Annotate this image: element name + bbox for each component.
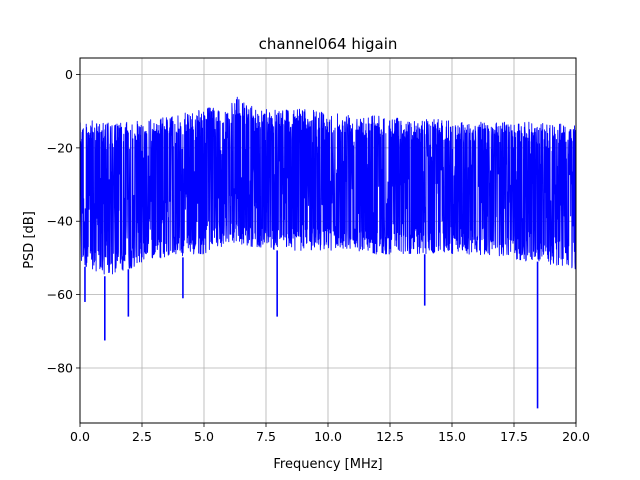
x-tick-label: 0.0 <box>70 429 90 444</box>
x-tick-label: 17.5 <box>500 429 528 444</box>
y-tick-label: −40 <box>47 214 73 229</box>
y-tick-label: −80 <box>47 360 73 375</box>
y-tick-label: 0 <box>65 67 73 82</box>
y-tick-label: −60 <box>47 287 73 302</box>
data-layer <box>79 96 577 409</box>
chart-title: channel064 higain <box>259 35 398 53</box>
y-axis-label: PSD [dB] <box>22 211 37 269</box>
y-tick-label: −20 <box>47 140 73 155</box>
y-axis: 0 −20 −40 −60 −80 <box>47 67 80 375</box>
x-tick-label: 7.5 <box>256 429 276 444</box>
x-axis-label: Frequency [MHz] <box>273 457 382 472</box>
x-tick-label: 10.0 <box>314 429 342 444</box>
x-tick-label: 5.0 <box>194 429 214 444</box>
x-tick-label: 15.0 <box>438 429 466 444</box>
x-tick-label: 20.0 <box>562 429 590 444</box>
x-axis: 0.0 2.5 5.0 7.5 10.0 12.5 15.0 17.5 20.0 <box>70 423 590 444</box>
psd-series-line <box>79 96 577 275</box>
x-tick-label: 2.5 <box>132 429 152 444</box>
x-tick-label: 12.5 <box>376 429 404 444</box>
